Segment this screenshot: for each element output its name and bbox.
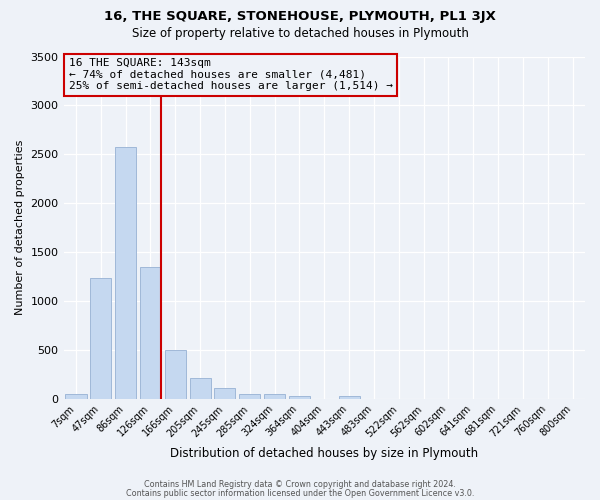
Bar (65, 394, 86, 399)
Bar (289, 396, 310, 399)
Bar (239, 394, 260, 399)
Bar (264, 394, 285, 399)
Bar (338, 396, 359, 399)
Bar (165, 350, 186, 399)
X-axis label: Distribution of detached houses by size in Plymouth: Distribution of detached houses by size … (170, 447, 478, 460)
Text: Size of property relative to detached houses in Plymouth: Size of property relative to detached ho… (131, 28, 469, 40)
Bar (90, 278, 112, 399)
Text: 16, THE SQUARE, STONEHOUSE, PLYMOUTH, PL1 3JX: 16, THE SQUARE, STONEHOUSE, PLYMOUTH, PL… (104, 10, 496, 23)
Bar (140, 267, 161, 399)
Text: Contains HM Land Registry data © Crown copyright and database right 2024.: Contains HM Land Registry data © Crown c… (144, 480, 456, 489)
Bar (214, 388, 235, 399)
Y-axis label: Number of detached properties: Number of detached properties (15, 140, 25, 316)
Bar (115, 148, 136, 399)
Bar (190, 378, 211, 399)
Text: 16 THE SQUARE: 143sqm
← 74% of detached houses are smaller (4,481)
25% of semi-d: 16 THE SQUARE: 143sqm ← 74% of detached … (69, 58, 393, 92)
Text: Contains public sector information licensed under the Open Government Licence v3: Contains public sector information licen… (126, 488, 474, 498)
